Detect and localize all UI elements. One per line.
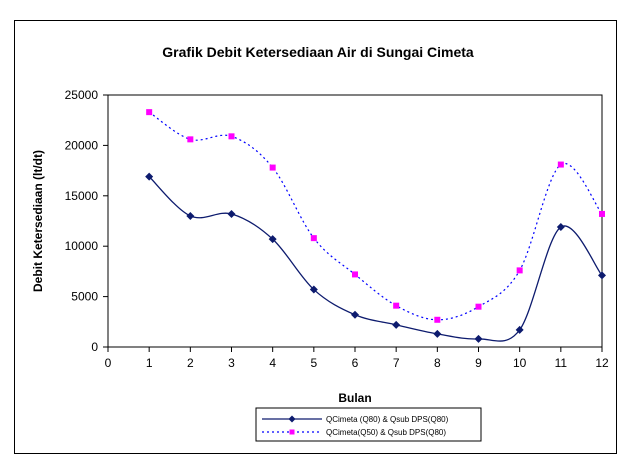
x-tick-label: 2	[187, 356, 194, 370]
x-tick-label: 5	[310, 356, 317, 370]
x-tick-label: 1	[146, 356, 153, 370]
data-point	[393, 302, 400, 309]
legend-marker	[288, 415, 296, 423]
data-point	[268, 235, 277, 244]
data-point	[186, 211, 195, 220]
data-point	[515, 325, 524, 334]
data-point	[352, 271, 358, 278]
legend-box	[255, 407, 482, 442]
series-1	[145, 172, 606, 343]
legend-marker	[289, 429, 295, 435]
data-point	[599, 210, 605, 217]
data-point	[187, 136, 194, 143]
data-point	[145, 172, 154, 181]
data-point	[556, 223, 565, 232]
x-tick-label: 9	[475, 356, 482, 370]
x-tick-label: 6	[352, 356, 359, 370]
data-point	[351, 310, 359, 319]
data-point	[146, 109, 153, 116]
data-point	[227, 209, 236, 218]
x-tick-label: 4	[269, 356, 276, 370]
data-point	[434, 316, 441, 323]
data-point	[474, 334, 483, 343]
data-point	[269, 164, 276, 171]
x-tick-label: 10	[513, 356, 527, 370]
legend-entry: QCimeta (Q80) & Qsub DPS(Q80)	[262, 415, 449, 424]
series-line	[148, 176, 603, 342]
legend-entry: QCimeta(Q50) & Qsub DPS(Q80)	[262, 428, 446, 437]
data-point	[310, 235, 317, 242]
x-tick-label: 11	[555, 356, 568, 370]
y-axis-label: Debit Ketersediaan (lt/dt)	[31, 150, 45, 292]
series-line	[148, 111, 603, 321]
x-tick-label: 0	[105, 356, 112, 370]
y-tick-label: 10000	[65, 239, 99, 253]
x-tick-label: 8	[434, 356, 441, 370]
data-point	[475, 303, 482, 310]
data-point	[309, 285, 318, 294]
x-tick-label: 12	[595, 356, 609, 370]
x-tick-label: 3	[228, 356, 235, 370]
x-axis-label: Bulan	[338, 391, 371, 405]
series-layer	[145, 109, 606, 343]
y-axis: 0 5000 10000 15000 20000 25000	[65, 88, 108, 354]
series-2	[146, 109, 605, 323]
data-point	[392, 320, 401, 329]
plot-area	[107, 94, 603, 348]
data-point	[433, 329, 442, 338]
x-tick-label: 7	[393, 356, 400, 370]
data-point	[228, 133, 235, 140]
y-tick-label: 5000	[71, 290, 98, 304]
data-point	[516, 267, 523, 274]
y-tick-label: 25000	[65, 88, 99, 102]
y-tick-label: 0	[91, 340, 98, 354]
chart-title: Grafik Debit Ketersediaan Air di Sungai …	[162, 44, 474, 60]
data-point	[598, 271, 606, 280]
data-point	[557, 161, 564, 168]
y-tick-label: 20000	[65, 138, 99, 152]
legend-label: QCimeta(Q50) & Qsub DPS(Q80)	[326, 428, 446, 437]
legend-label: QCimeta (Q80) & Qsub DPS(Q80)	[326, 415, 449, 424]
legend: QCimeta (Q80) & Qsub DPS(Q80) QCimeta(Q50…	[255, 407, 482, 442]
y-tick-label: 15000	[65, 189, 99, 203]
x-axis: 0 1 2 3 4 5 6 7 8 9 10 11 12	[105, 347, 609, 370]
